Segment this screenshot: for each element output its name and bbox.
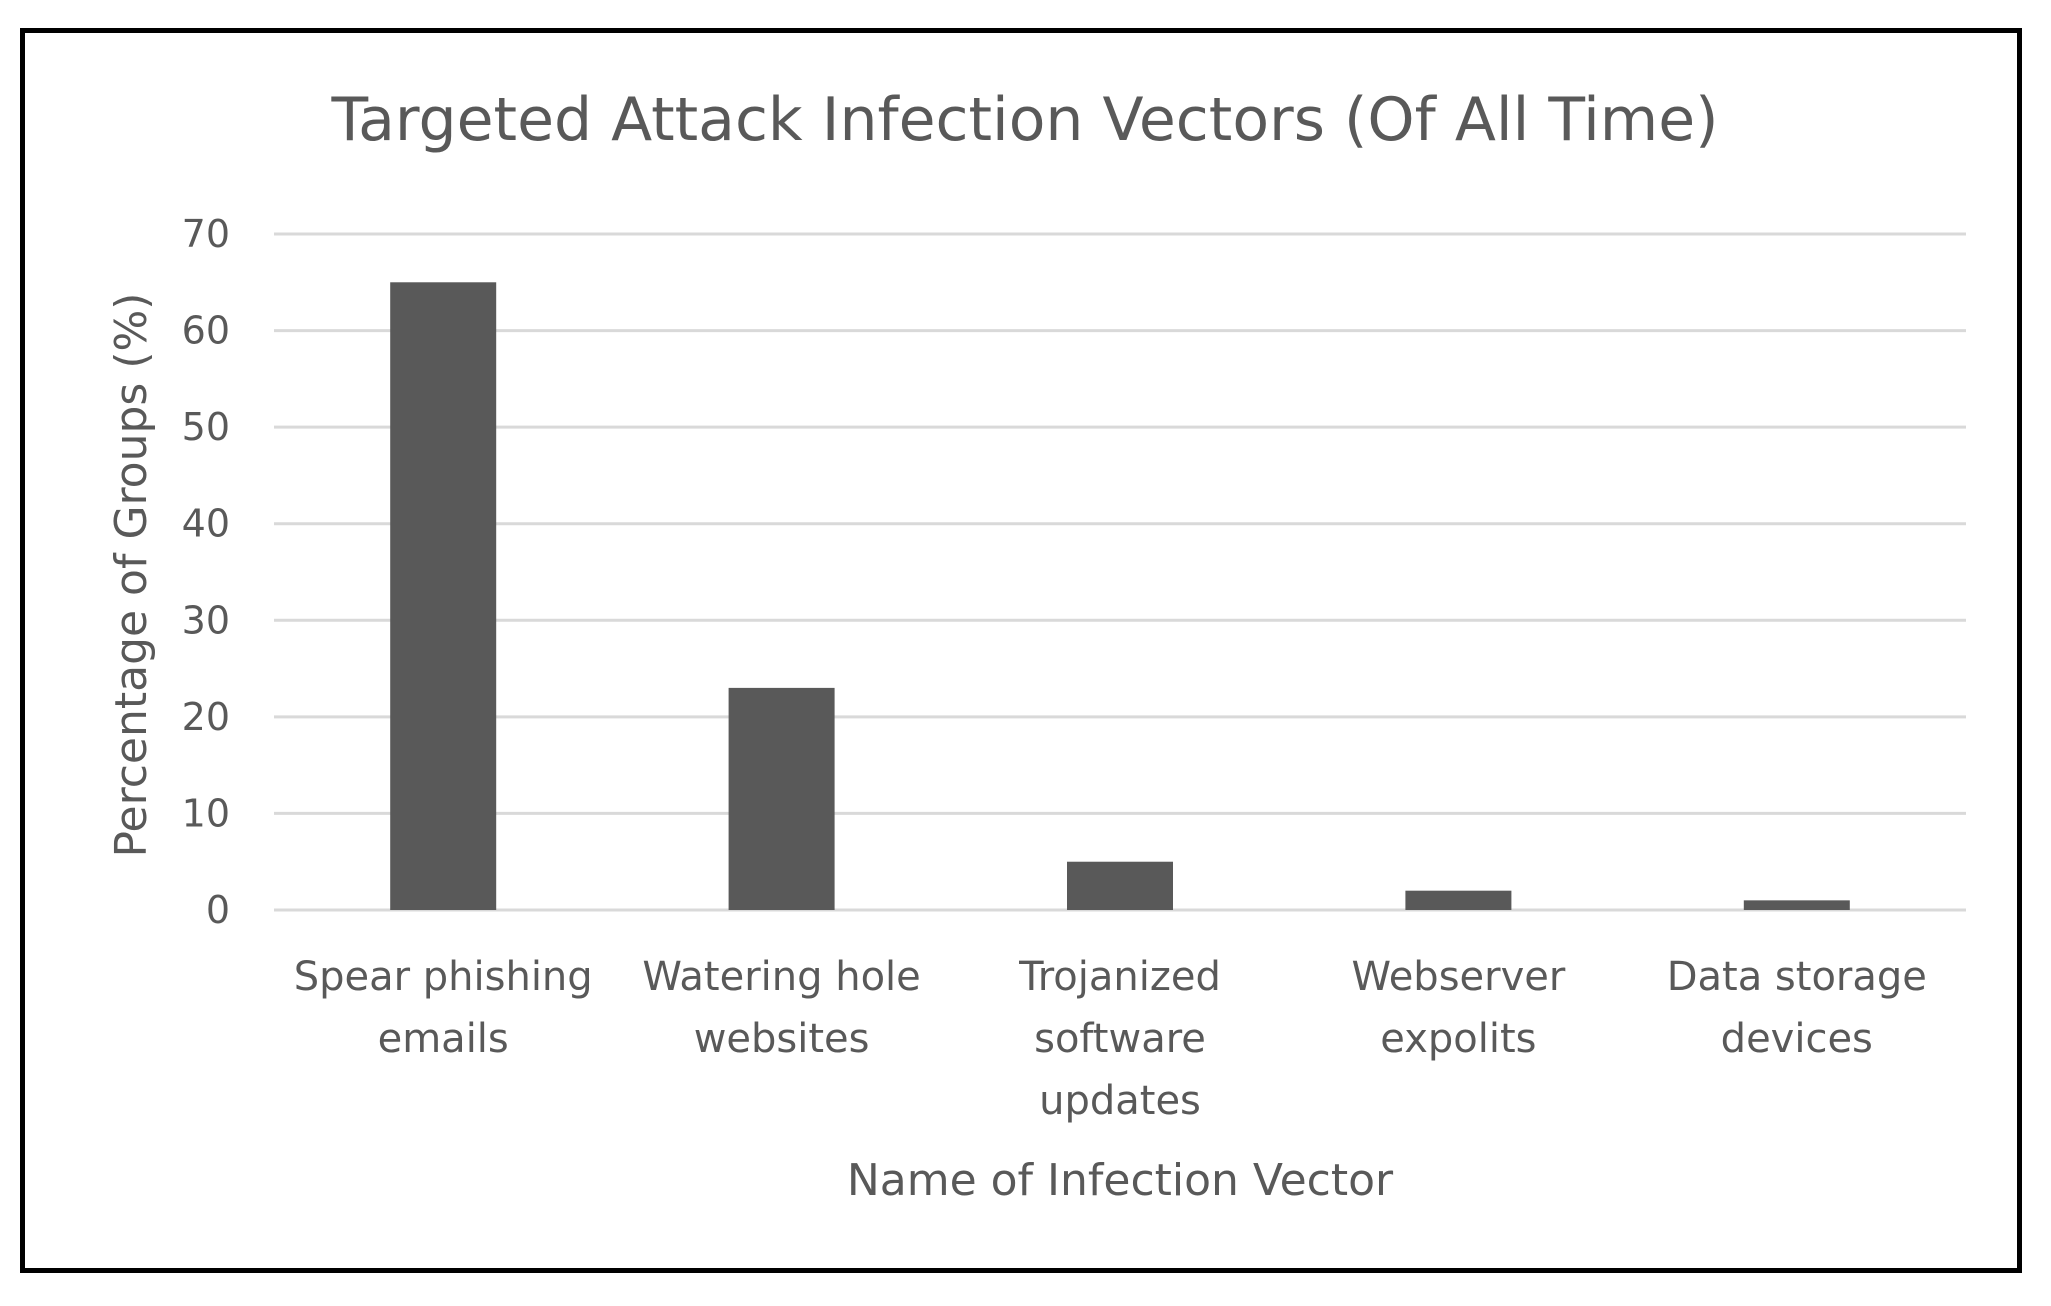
y-tick-label: 60 <box>182 309 230 353</box>
gridlines <box>274 232 1966 912</box>
y-axis-ticks: 0 10 20 30 40 50 60 70 <box>182 212 230 932</box>
bar <box>1743 900 1850 910</box>
x-axis-categories: Spear phishing emails Watering hole website… <box>294 954 1927 1124</box>
y-tick-label: 70 <box>182 212 230 256</box>
bar <box>1405 890 1512 910</box>
y-tick-label: 0 <box>206 888 230 932</box>
y-tick-label: 10 <box>182 791 230 835</box>
y-tick-label: 50 <box>182 405 230 449</box>
bar <box>390 282 497 910</box>
x-category-label: Trojanized software updates <box>1018 954 1221 1124</box>
y-tick-label: 40 <box>182 502 230 546</box>
x-axis-label: Name of Infection Vector <box>847 1155 1394 1206</box>
chart-title: Targeted Attack Infection Vectors (Of Al… <box>330 85 1718 155</box>
bars <box>390 282 1850 910</box>
x-category-label: Watering hole websites <box>642 954 920 1062</box>
y-tick-label: 30 <box>182 598 230 642</box>
y-tick-label: 20 <box>182 695 230 739</box>
x-category-label: Spear phishing emails <box>294 954 593 1062</box>
bar <box>1067 861 1173 910</box>
x-category-label: Webserver expolits <box>1351 954 1565 1062</box>
y-axis-label: Percentage of Groups (%) <box>106 293 157 858</box>
x-category-label: Data storage devices <box>1667 954 1927 1062</box>
bar <box>728 687 835 910</box>
